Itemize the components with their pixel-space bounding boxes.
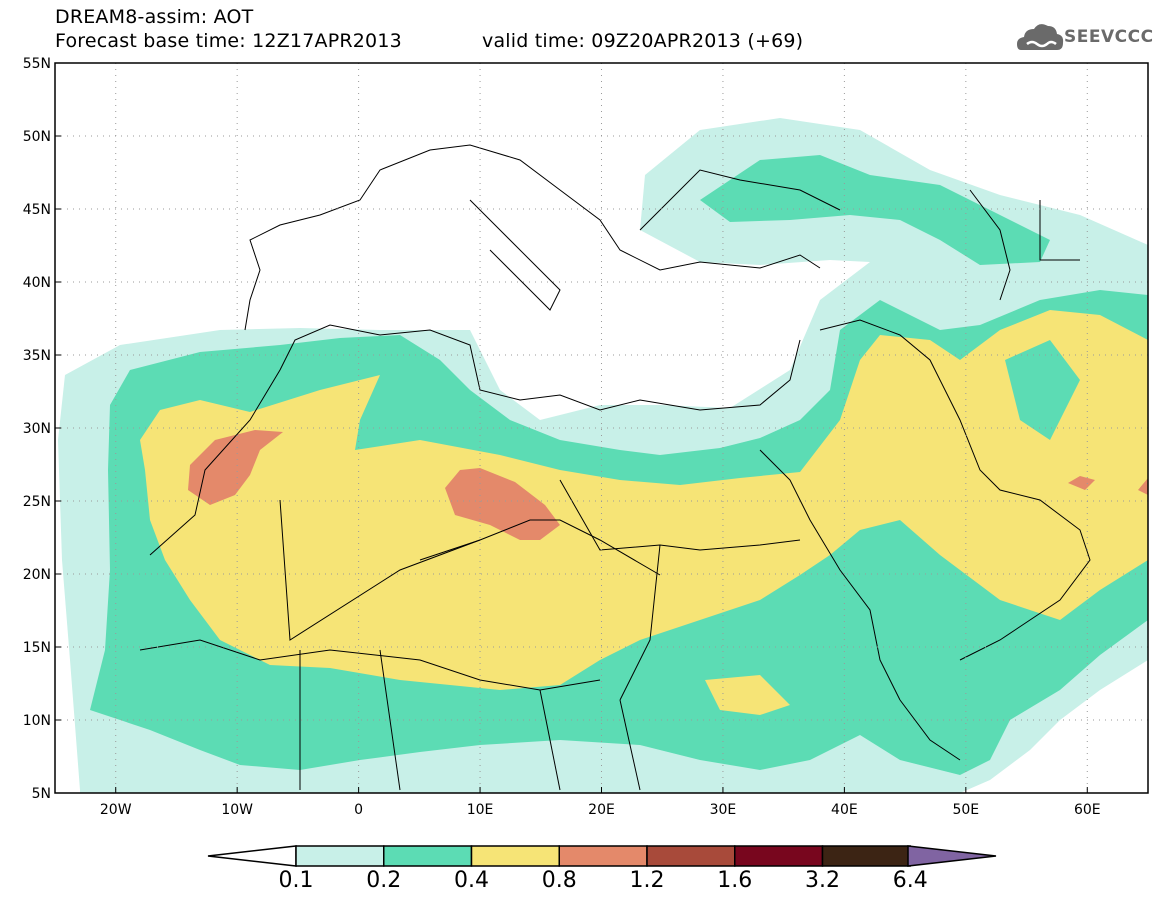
colorbar-cell: [470, 845, 560, 867]
lon-label: 20W: [100, 802, 132, 818]
colorbar-label: 0.8: [541, 868, 577, 893]
colorbar: [207, 845, 997, 867]
lon-label: 10E: [467, 802, 494, 818]
lat-label: 50N: [23, 129, 51, 145]
aot-band-0.8-edge: [1138, 478, 1148, 495]
aot-band-0.4-patch: [705, 675, 790, 715]
aot-band-0.8-central: [445, 468, 560, 540]
lon-label: 50E: [952, 802, 979, 818]
colorbar-high-arrow: [907, 845, 997, 867]
colorbar-cell: [383, 845, 473, 867]
aot-band-0.2-black-sea: [700, 155, 1050, 265]
lon-label: 40E: [831, 802, 858, 818]
lon-label: 0: [354, 802, 363, 818]
colorbar-cell: [646, 845, 736, 867]
colorbar-label: 6.4: [892, 868, 928, 893]
colorbar-cell: [295, 845, 385, 867]
lat-label: 40N: [23, 275, 51, 291]
axis-ticks: 55N 50N 45N 40N 35N 30N 25N 20N 15N 10N 5N 20W 10W 0 1…: [23, 56, 1101, 818]
colorbar-low-arrow: [207, 845, 297, 867]
lat-label: 5N: [32, 786, 51, 802]
lon-label: 20E: [588, 802, 615, 818]
colorbar-cell: [734, 845, 824, 867]
colorbar-label: 0.2: [366, 868, 402, 893]
lat-label: 25N: [23, 494, 51, 510]
map-title: DREAM8-assim: AOT: [55, 6, 254, 28]
lat-label: 30N: [23, 421, 51, 437]
lat-label: 15N: [23, 640, 51, 656]
colorbar-label: 3.2: [805, 868, 840, 893]
lat-label: 55N: [23, 56, 51, 72]
aot-band-0.4: [140, 310, 1148, 690]
lat-label: 45N: [23, 202, 51, 218]
colorbar-cell: [821, 845, 911, 867]
aot-band-0.4-lake: [1005, 340, 1080, 440]
coastlines: [139, 144, 1091, 791]
valid-time: valid time: 09Z20APR2013 (+69): [482, 30, 804, 52]
lon-label: 30E: [710, 802, 737, 818]
aot-band-0.8-west: [188, 430, 283, 505]
grid-lines: [55, 63, 1148, 793]
colorbar-label: 0.4: [454, 868, 489, 893]
lat-label: 10N: [23, 713, 51, 729]
cloud-logo-icon: [1017, 24, 1064, 50]
colorbar-cell: [558, 845, 648, 867]
lat-label: 20N: [23, 567, 51, 583]
lat-label: 35N: [23, 348, 51, 364]
colorbar-label: 1.6: [717, 868, 753, 893]
colorbar-label: 1.2: [629, 868, 665, 893]
colorbar-label: 0.1: [278, 868, 314, 893]
aot-band-0.8-east: [1068, 476, 1095, 490]
forecast-base-time: Forecast base time: 12Z17APR2013: [55, 30, 402, 52]
lon-label: 10W: [221, 802, 253, 818]
logo-text: SEEVCCC: [1064, 27, 1154, 47]
lon-label: 60E: [1074, 802, 1101, 818]
